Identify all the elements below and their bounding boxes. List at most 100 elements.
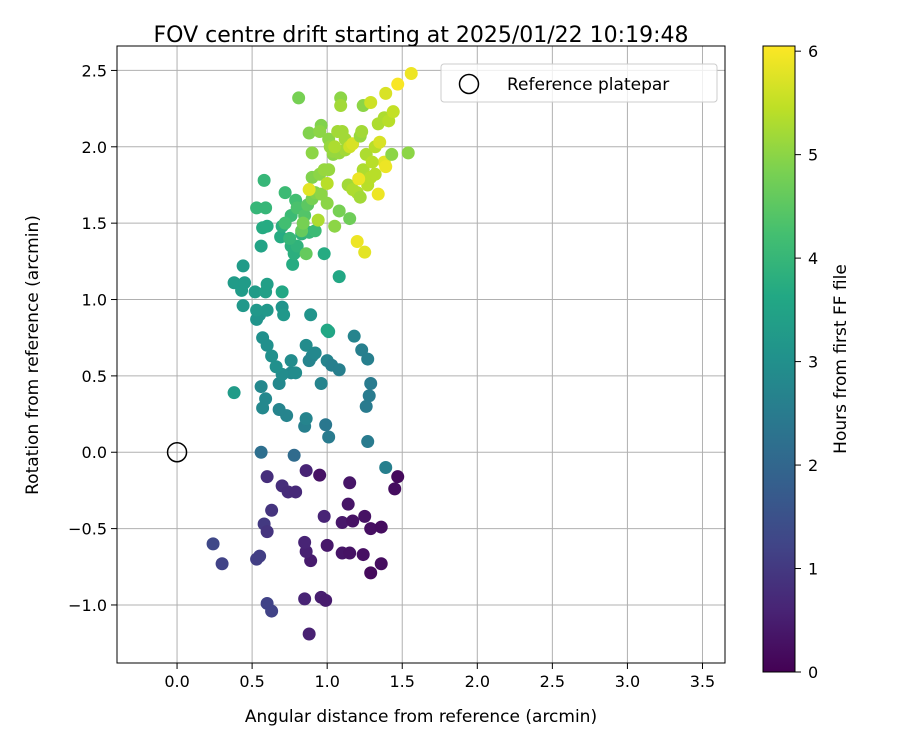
- data-point: [347, 329, 361, 343]
- data-point: [236, 259, 250, 273]
- data-point: [328, 219, 342, 233]
- x-tick-label: 1.0: [314, 672, 339, 691]
- data-point: [250, 201, 264, 215]
- data-point: [265, 604, 279, 618]
- data-point: [322, 430, 336, 444]
- data-point: [404, 66, 418, 80]
- legend-box: [440, 63, 718, 103]
- data-point: [362, 389, 376, 403]
- data-point: [364, 377, 378, 391]
- data-point: [302, 126, 316, 140]
- data-point: [308, 224, 322, 238]
- data-point: [254, 380, 268, 394]
- data-point: [364, 522, 378, 536]
- data-point: [320, 538, 334, 552]
- y-tick-label: 1.0: [82, 291, 107, 310]
- data-point: [278, 186, 292, 200]
- data-point: [305, 146, 319, 160]
- data-point: [359, 399, 373, 413]
- x-tick-label: 2.0: [465, 672, 490, 691]
- data-point: [260, 338, 274, 352]
- data-point: [260, 470, 274, 484]
- colorbar-tick-label: 4: [808, 249, 818, 268]
- data-point: [320, 176, 334, 190]
- data-point: [275, 285, 289, 299]
- colorbar-tick-label: 6: [808, 42, 818, 61]
- data-point: [343, 476, 357, 490]
- data-point: [296, 216, 310, 230]
- plot-frame: [116, 45, 726, 664]
- colorbar-label: Hours from first FF file: [831, 264, 851, 454]
- x-tick-label: 2.5: [540, 672, 565, 691]
- colorbar-tick-label: 5: [808, 146, 818, 165]
- colorbar-ticks: 0 1 2 3 4 5 6: [795, 42, 818, 682]
- data-point: [361, 435, 375, 449]
- data-point: [298, 592, 312, 606]
- data-point: [283, 231, 297, 245]
- data-point: [332, 363, 346, 377]
- data-point: [343, 546, 357, 560]
- data-point: [260, 219, 274, 233]
- colorbar: [762, 45, 796, 673]
- data-point: [250, 312, 264, 326]
- data-point: [289, 366, 303, 380]
- data-point: [278, 216, 292, 230]
- y-axis-ticks: −1.0 −0.5 0.0 0.5 1.0 1.5 2.0 2.5: [68, 61, 117, 615]
- x-axis-ticks: 0.0 0.5 1.0 1.5 2.0 2.5 3.0 3.5: [164, 663, 715, 691]
- data-point: [272, 402, 286, 416]
- data-point: [313, 468, 327, 482]
- data-point: [286, 257, 300, 271]
- data-point: [320, 196, 334, 210]
- data-point: [373, 135, 387, 149]
- data-point: [253, 549, 267, 563]
- data-point: [259, 392, 273, 406]
- data-point: [319, 593, 333, 607]
- legend-label: Reference platepar: [507, 75, 669, 95]
- x-tick-label: 1.5: [390, 672, 415, 691]
- data-point: [388, 482, 402, 496]
- data-point: [343, 212, 357, 226]
- colorbar-tick-label: 3: [808, 353, 818, 372]
- data-point: [277, 308, 291, 322]
- colorbar-tick-label: 0: [808, 663, 818, 682]
- data-point: [365, 155, 379, 169]
- data-point: [269, 360, 283, 374]
- data-point: [352, 172, 366, 186]
- data-point: [259, 201, 273, 215]
- data-point: [238, 276, 252, 290]
- data-point: [374, 520, 388, 534]
- data-point: [314, 377, 328, 391]
- data-point: [265, 503, 279, 517]
- data-point: [391, 77, 405, 91]
- data-point: [313, 125, 327, 139]
- data-point: [304, 308, 318, 322]
- data-point: [358, 509, 372, 523]
- data-point: [302, 183, 316, 197]
- data-point: [236, 299, 250, 313]
- data-point: [350, 234, 364, 248]
- data-point: [358, 245, 372, 259]
- y-tick-label: −0.5: [68, 520, 107, 539]
- colorbar-tick-label: 1: [808, 560, 818, 579]
- data-point: [299, 338, 313, 352]
- data-point: [250, 303, 264, 317]
- data-point: [368, 167, 382, 181]
- data-point: [289, 485, 303, 499]
- data-point: [341, 497, 355, 511]
- data-point: [298, 535, 312, 549]
- colorbar-tick-label: 2: [808, 456, 818, 475]
- data-point: [308, 346, 322, 360]
- data-point: [346, 514, 360, 528]
- x-tick-label: 0.0: [164, 672, 189, 691]
- data-point: [206, 537, 220, 551]
- data-point: [332, 204, 346, 218]
- data-point: [299, 247, 313, 261]
- legend: Reference platepar: [440, 63, 718, 103]
- chart-title: FOV centre drift starting at 2025/01/22 …: [154, 23, 689, 48]
- data-point: [364, 566, 378, 580]
- data-point: [265, 349, 279, 363]
- x-axis-label: Angular distance from reference (arcmin): [245, 707, 597, 727]
- data-point: [371, 187, 385, 201]
- y-tick-label: 0.5: [82, 367, 107, 386]
